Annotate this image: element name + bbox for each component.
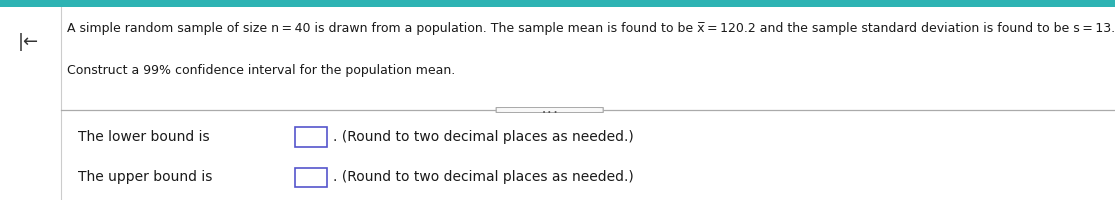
FancyBboxPatch shape [0,0,1115,7]
Text: |←: |← [18,33,38,51]
Text: The upper bound is: The upper bound is [78,170,213,184]
Text: A simple random sample of size n = 40 is drawn from a population. The sample mea: A simple random sample of size n = 40 is… [67,22,1115,35]
Text: Construct a 99% confidence interval for the population mean.: Construct a 99% confidence interval for … [67,64,455,77]
Text: The lower bound is: The lower bound is [78,130,210,144]
FancyBboxPatch shape [496,107,603,113]
Text: ...: ... [541,105,559,115]
FancyBboxPatch shape [295,168,327,187]
FancyBboxPatch shape [295,127,327,147]
Text: . (Round to two decimal places as needed.): . (Round to two decimal places as needed… [333,130,634,144]
Text: . (Round to two decimal places as needed.): . (Round to two decimal places as needed… [333,170,634,184]
